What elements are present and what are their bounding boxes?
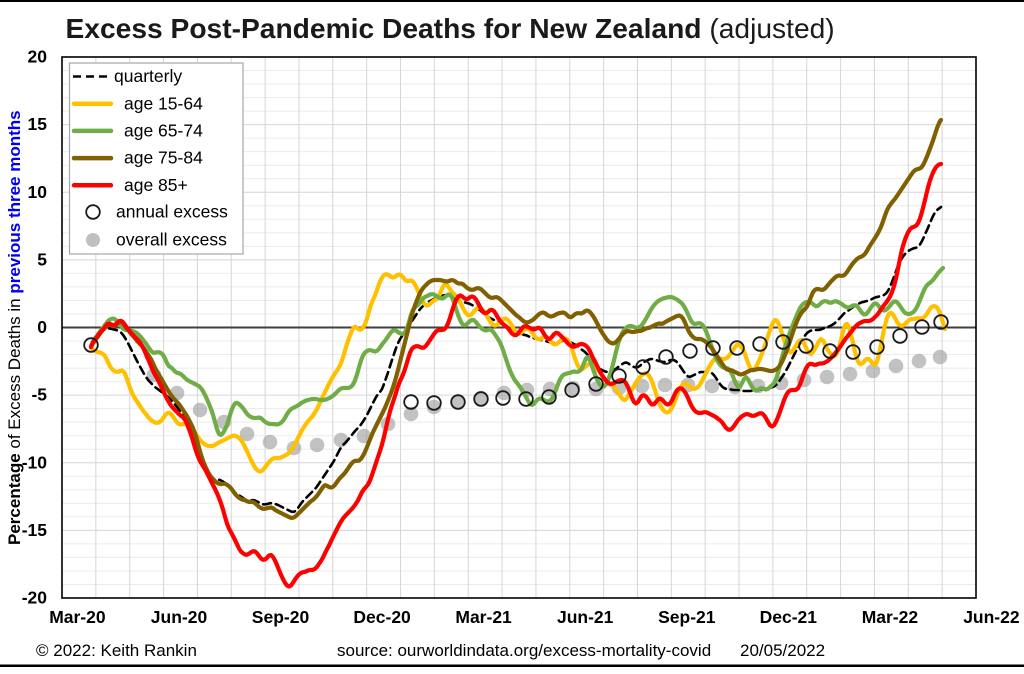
svg-text:Mar-20: Mar-20 xyxy=(49,607,106,627)
svg-text:-10: -10 xyxy=(22,452,48,472)
svg-text:Sep-20: Sep-20 xyxy=(252,607,310,627)
svg-text:-5: -5 xyxy=(31,385,47,405)
svg-text:5: 5 xyxy=(37,250,47,270)
svg-text:age 75-84: age 75-84 xyxy=(124,148,203,168)
svg-text:Excess Post-Pandemic Deaths fo: Excess Post-Pandemic Deaths for New Zeal… xyxy=(66,12,835,44)
svg-text:-20: -20 xyxy=(22,588,48,608)
svg-text:Percentage of Excess Deaths in: Percentage of Excess Deaths in previous … xyxy=(5,110,24,545)
svg-text:20/05/2022: 20/05/2022 xyxy=(740,641,825,660)
svg-text:Jun-21: Jun-21 xyxy=(557,607,614,627)
svg-text:-15: -15 xyxy=(22,520,48,540)
svg-text:quarterly: quarterly xyxy=(114,66,182,86)
svg-text:10: 10 xyxy=(28,182,48,202)
svg-text:Jun-22: Jun-22 xyxy=(963,607,1020,627)
svg-text:age 15-64: age 15-64 xyxy=(124,93,203,113)
svg-text:0: 0 xyxy=(37,317,47,337)
svg-text:© 2022: Keith Rankin: © 2022: Keith Rankin xyxy=(36,641,197,660)
svg-text:Dec-20: Dec-20 xyxy=(353,607,411,627)
svg-text:source: ourworldindata.org/exc: source: ourworldindata.org/excess-mortal… xyxy=(337,641,711,660)
svg-text:annual excess: annual excess xyxy=(116,202,228,222)
svg-text:age 65-74: age 65-74 xyxy=(124,121,203,141)
svg-text:Jun-20: Jun-20 xyxy=(151,607,208,627)
svg-text:Dec-21: Dec-21 xyxy=(760,607,818,627)
svg-text:15: 15 xyxy=(28,114,48,134)
svg-text:age 85+: age 85+ xyxy=(124,175,188,195)
svg-text:Sep-21: Sep-21 xyxy=(658,607,716,627)
svg-text:overall excess: overall excess xyxy=(116,230,227,250)
svg-text:Mar-22: Mar-22 xyxy=(862,607,919,627)
svg-text:20: 20 xyxy=(28,47,48,67)
svg-text:Mar-21: Mar-21 xyxy=(455,607,512,627)
